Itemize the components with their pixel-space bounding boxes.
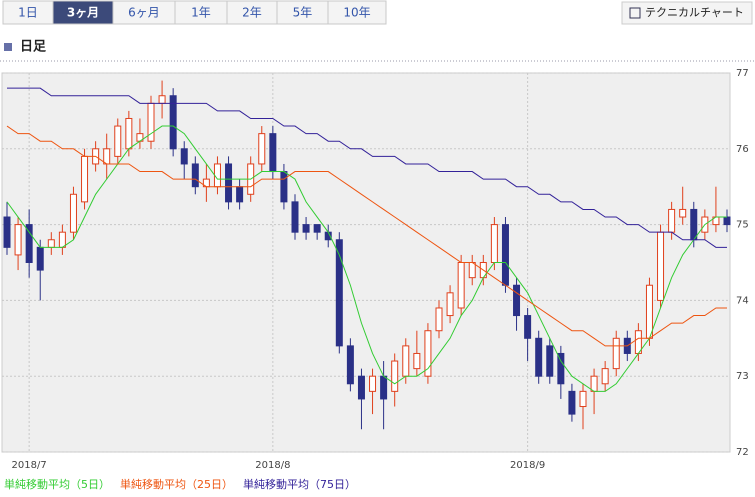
tab-label: 6ヶ月 (128, 6, 160, 20)
candle-body (557, 352, 565, 385)
candle-body (612, 337, 620, 370)
candle-body (25, 224, 33, 264)
candle-body (380, 375, 388, 400)
candle-body (402, 345, 410, 377)
x-tick-label: 2018/9 (510, 460, 545, 471)
candle-body (524, 315, 532, 339)
candle-body (513, 284, 521, 317)
candle-body (258, 133, 266, 165)
candle-body (723, 216, 731, 226)
tab-label: 2年 (242, 6, 262, 20)
candle-body (391, 360, 399, 392)
candle-body (501, 224, 509, 286)
tab-label: 1年 (191, 6, 211, 20)
candle-body (601, 368, 609, 385)
heading-icon (4, 43, 12, 51)
y-tick-label: 74 (736, 295, 749, 306)
candle-body (679, 208, 687, 218)
y-tick-label: 73 (736, 371, 749, 382)
y-tick-label: 76 (736, 144, 749, 155)
candle-body (435, 307, 443, 332)
legend-entry: 単純移動平均（5日） (4, 477, 110, 491)
candle-body (313, 224, 321, 233)
tab[interactable] (327, 0, 387, 25)
candle-body (36, 246, 44, 271)
candle-body (225, 163, 233, 203)
candle-body (103, 148, 111, 165)
plot-area (1, 72, 731, 453)
button-icon (629, 7, 641, 19)
candle-body (180, 148, 188, 165)
candle-body (369, 375, 377, 392)
x-tick-label: 2018/8 (255, 460, 290, 471)
candle-body (657, 231, 665, 301)
candle-body (535, 337, 543, 377)
ma-line (6, 125, 727, 347)
tab-label: 1日 (18, 6, 38, 20)
ma-line (6, 125, 727, 392)
candle-body (291, 201, 299, 233)
candle-body (457, 262, 465, 309)
candle-body (446, 292, 454, 317)
candle-body (280, 171, 288, 203)
tab-label: 5年 (293, 6, 313, 20)
candle-body (69, 193, 77, 233)
candle-body (47, 239, 55, 248)
candle-body (125, 117, 133, 150)
legend-entry: 単純移動平均（25日） (120, 477, 233, 491)
candle-body (269, 133, 277, 173)
technical-button[interactable] (621, 1, 753, 25)
candle-body (590, 375, 598, 392)
tab-label: 10年 (343, 6, 370, 20)
candle-body (357, 375, 365, 400)
candle-body (568, 390, 576, 415)
ma-line (7, 87, 727, 248)
candle-body (335, 239, 343, 347)
candle-body (668, 208, 676, 233)
candle-body (213, 163, 221, 188)
candle-body (690, 208, 698, 241)
candle-body (346, 345, 354, 385)
candle-body (169, 95, 177, 150)
x-tick-label: 2018/7 (12, 460, 47, 471)
candle-body (158, 95, 166, 104)
tab-label: 3ヶ月 (67, 6, 99, 20)
legend-entry: 単純移動平均（75日） (243, 477, 356, 491)
candle-body (81, 155, 89, 203)
candle-body (490, 224, 498, 264)
heading: 日足 (20, 40, 47, 55)
candle-body (468, 262, 476, 279)
y-tick-label: 77 (736, 68, 749, 79)
candle-body (14, 224, 22, 256)
candle-body (645, 284, 653, 339)
y-tick-label: 75 (736, 220, 749, 231)
candle-body (546, 345, 554, 377)
y-tick-label: 72 (736, 447, 749, 458)
candle-body (424, 330, 432, 377)
candle-body (3, 216, 11, 248)
candle-body (413, 352, 421, 370)
candle-body (579, 390, 587, 408)
candle-body (114, 125, 122, 157)
button-label: テクニカルチャート (645, 6, 744, 19)
candle-body (191, 163, 199, 188)
candle-body (302, 224, 310, 233)
candle-body (236, 186, 244, 203)
candle-body (58, 231, 66, 248)
